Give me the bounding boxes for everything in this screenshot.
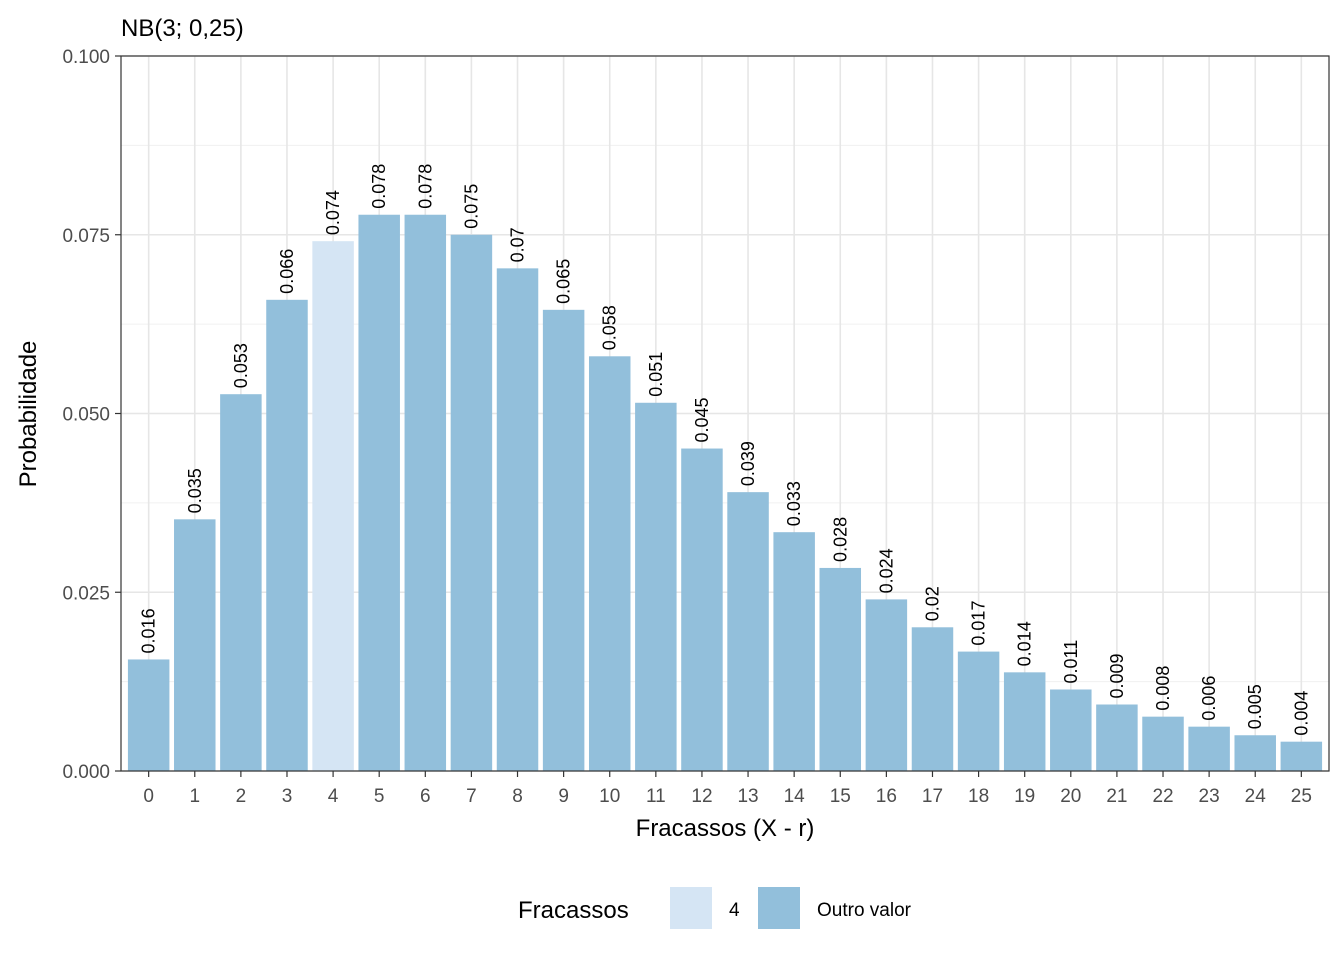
- y-tick-label: 0.050: [62, 405, 110, 426]
- x-tick-label: 18: [968, 786, 989, 807]
- x-tick-label: 3: [282, 786, 293, 807]
- bar-6: [404, 214, 447, 772]
- x-tick-label: 25: [1291, 786, 1312, 807]
- x-axis-title: Fracassos (X - r): [636, 815, 815, 842]
- bar-0: [127, 659, 170, 771]
- data-label-20: 0.011: [1061, 640, 1081, 684]
- bar-17: [911, 627, 954, 771]
- bar-23: [1188, 726, 1230, 771]
- data-label-16: 0.024: [876, 548, 896, 593]
- x-tick-label: 15: [830, 786, 851, 807]
- legend-key-highlight: [670, 887, 712, 929]
- data-label-3: 0.066: [277, 249, 297, 294]
- bar-9: [542, 309, 585, 771]
- bar-7: [450, 234, 493, 771]
- data-label-11: 0.051: [646, 352, 666, 397]
- x-tick-label: 14: [784, 786, 806, 807]
- x-tick-label: 19: [1014, 786, 1035, 807]
- bar-1: [174, 519, 216, 771]
- x-tick-label: 21: [1106, 786, 1127, 807]
- y-axis: 0.000 0.025 0.050 0.075 0.100: [62, 47, 121, 783]
- bar-8: [496, 268, 539, 771]
- x-tick-label: 2: [236, 786, 247, 807]
- data-label-23: 0.006: [1199, 676, 1219, 721]
- x-tick-label: 9: [558, 786, 569, 807]
- legend: Fracassos 4 Outro valor: [518, 887, 912, 929]
- data-label-19: 0.014: [1015, 621, 1035, 666]
- x-tick-label: 20: [1060, 786, 1081, 807]
- x-tick-label: 8: [512, 786, 523, 807]
- bar-13: [727, 492, 769, 771]
- data-label-21: 0.009: [1107, 653, 1127, 698]
- bar-15: [819, 567, 862, 771]
- data-label-22: 0.008: [1153, 666, 1173, 711]
- bar-21: [1096, 704, 1138, 771]
- data-label-18: 0.017: [969, 601, 989, 646]
- data-label-4: 0.074: [323, 190, 343, 235]
- data-label-24: 0.005: [1245, 684, 1265, 729]
- data-label-8: 0.07: [508, 227, 528, 262]
- x-tick-label: 23: [1199, 786, 1220, 807]
- data-label-6: 0.078: [415, 164, 435, 209]
- data-label-5: 0.078: [369, 164, 389, 209]
- data-label-10: 0.058: [600, 305, 620, 350]
- y-axis-title: Probabilidade: [15, 341, 42, 488]
- data-label-17: 0.02: [922, 586, 942, 621]
- x-tick-label: 13: [737, 786, 758, 807]
- legend-title: Fracassos: [518, 897, 629, 924]
- data-label-9: 0.065: [554, 259, 574, 304]
- y-tick-label: 0.100: [62, 47, 110, 68]
- bar-12: [681, 448, 723, 771]
- x-tick-label: 4: [328, 786, 339, 807]
- legend-label-other: Outro valor: [817, 900, 912, 921]
- legend-key-other: [758, 887, 800, 929]
- x-tick-label: 16: [876, 786, 897, 807]
- bar-4: [312, 241, 354, 771]
- bars: [127, 214, 1323, 772]
- bar-18: [957, 651, 1000, 771]
- data-label-25: 0.004: [1291, 691, 1311, 736]
- y-tick-label: 0.075: [62, 226, 110, 247]
- bar-19: [1003, 672, 1046, 771]
- data-label-12: 0.045: [692, 397, 712, 442]
- bar-20: [1050, 689, 1092, 771]
- legend-label-highlight: 4: [729, 900, 740, 921]
- bar-3: [266, 299, 308, 771]
- data-labels: 0.016 0.035 0.053 0.066 0.074 0.078 0.078 0.075…: [139, 164, 1312, 736]
- y-tick-label: 0.025: [62, 583, 110, 604]
- bar-24: [1234, 735, 1276, 771]
- y-tick-label: 0.000: [62, 762, 110, 783]
- data-label-15: 0.028: [830, 517, 850, 562]
- x-tick-label: 11: [646, 786, 666, 807]
- bar-14: [773, 532, 815, 771]
- x-tick-label: 17: [922, 786, 943, 807]
- data-label-7: 0.075: [461, 184, 481, 229]
- bar-5: [358, 214, 400, 772]
- data-label-2: 0.053: [231, 343, 251, 388]
- data-label-1: 0.035: [185, 468, 205, 513]
- x-tick-label: 6: [420, 786, 431, 807]
- x-tick-label: 22: [1152, 786, 1173, 807]
- x-tick-label: 1: [189, 786, 200, 807]
- bar-16: [865, 599, 908, 771]
- bar-10: [588, 356, 631, 771]
- chart-title: NB(3; 0,25): [121, 15, 244, 42]
- bar-2: [220, 394, 262, 771]
- bar-25: [1280, 741, 1323, 771]
- x-tick-label: 7: [466, 786, 477, 807]
- data-label-0: 0.016: [139, 608, 159, 653]
- x-tick-label: 12: [691, 786, 712, 807]
- data-label-13: 0.039: [738, 441, 758, 486]
- bar-22: [1142, 716, 1184, 771]
- data-label-14: 0.033: [784, 481, 804, 526]
- x-tick-label: 0: [143, 786, 154, 807]
- bar-11: [635, 402, 677, 771]
- x-axis: 0 1 2 3 4 5 6 7 8 9 10 11 12 13 14 15 16 17 18 19 20 21 22 23 24…: [143, 771, 1312, 807]
- x-tick-label: 24: [1245, 786, 1267, 807]
- x-tick-label: 10: [599, 786, 620, 807]
- x-tick-label: 5: [374, 786, 385, 807]
